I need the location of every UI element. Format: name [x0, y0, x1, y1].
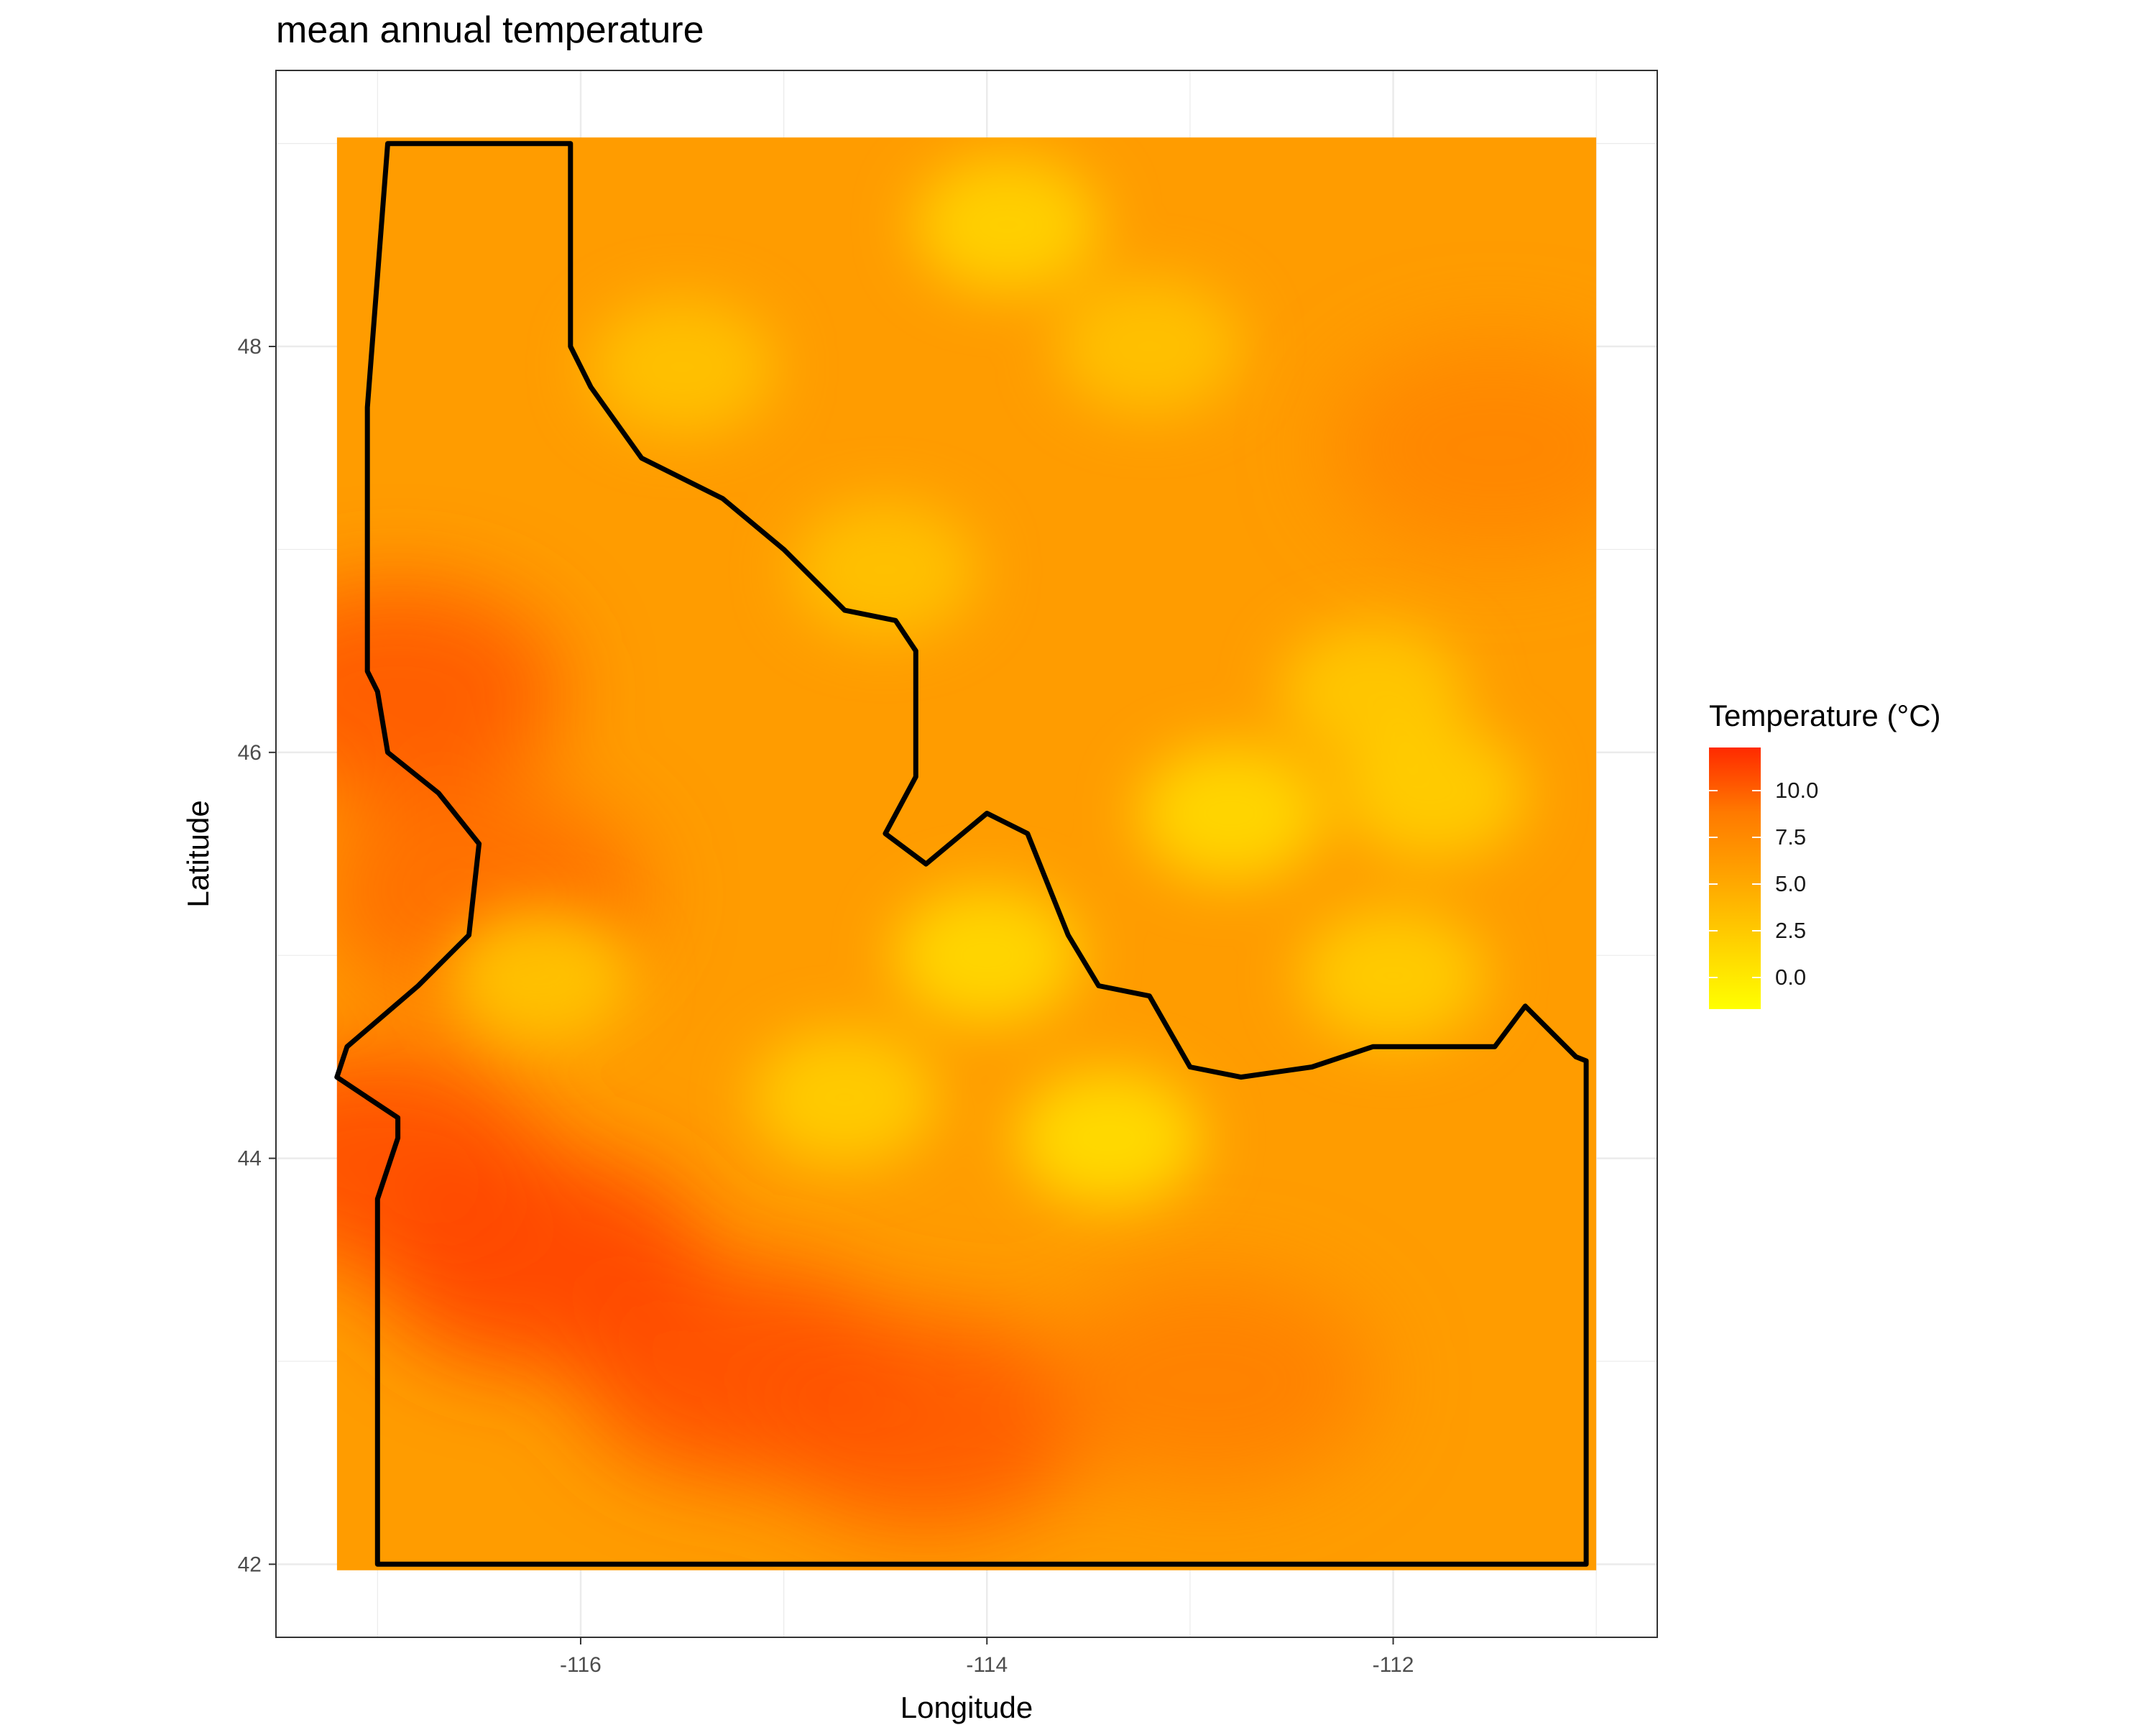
panel-border — [275, 70, 1658, 1638]
cool-zone — [589, 298, 776, 436]
legend-tick — [1752, 929, 1761, 932]
cool-zone — [893, 887, 1081, 1024]
legend-tick — [1752, 836, 1761, 838]
y-tick-label: 46 — [238, 741, 262, 765]
cool-zone — [913, 156, 1101, 293]
x-tick-label: -116 — [560, 1653, 602, 1677]
warm-zone — [336, 1050, 543, 1266]
warm-zone — [760, 1314, 1092, 1530]
y-tick-label: 44 — [238, 1147, 262, 1171]
y-axis-title: Latitude — [181, 800, 215, 907]
legend-tick — [1709, 929, 1718, 932]
y-tick-label: 42 — [238, 1552, 262, 1576]
temperature-raster — [336, 137, 1597, 1570]
cool-zone — [1279, 623, 1467, 760]
x-axis: -116 -114 -112 — [560, 1637, 1414, 1677]
warm-zone — [1329, 340, 1597, 556]
legend-label: 7.5 — [1775, 824, 1807, 850]
legend-colorbar — [1709, 748, 1761, 1009]
legend-tick — [1752, 789, 1761, 791]
x-axis-title: Longitude — [900, 1690, 1033, 1724]
legend-tick — [1709, 883, 1718, 885]
legend-label: 5.0 — [1775, 870, 1807, 896]
legend-label: 0.0 — [1775, 964, 1807, 990]
idaho-border-outline — [334, 141, 1589, 1567]
cool-zone — [1015, 1070, 1202, 1207]
legend-tick — [1752, 883, 1761, 885]
legend-tick — [1709, 836, 1718, 838]
warm-zone — [336, 584, 563, 800]
legend-label: 2.5 — [1775, 917, 1807, 943]
y-tick-label: 48 — [238, 335, 262, 359]
legend: Temperature (°C) 10.0 7.5 5.0 2.5 0.0 — [1709, 699, 1941, 1009]
cool-zone — [751, 1029, 939, 1166]
x-tick-label: -112 — [1373, 1653, 1414, 1677]
cool-zone — [1137, 745, 1325, 882]
legend-tick — [1709, 976, 1718, 978]
legend-tick — [1709, 789, 1718, 791]
legend-title: Temperature (°C) — [1709, 699, 1941, 732]
cool-zone — [1299, 907, 1487, 1044]
chart-title: mean annual temperature — [276, 9, 704, 51]
cool-zone — [1056, 278, 1243, 415]
cool-zone — [446, 907, 634, 1044]
warm-zone — [1045, 1274, 1376, 1490]
y-axis: 42 44 46 48 — [238, 335, 276, 1576]
legend-label: 10.0 — [1775, 777, 1819, 803]
x-tick-label: -114 — [966, 1653, 1008, 1677]
legend-tick — [1752, 976, 1761, 978]
